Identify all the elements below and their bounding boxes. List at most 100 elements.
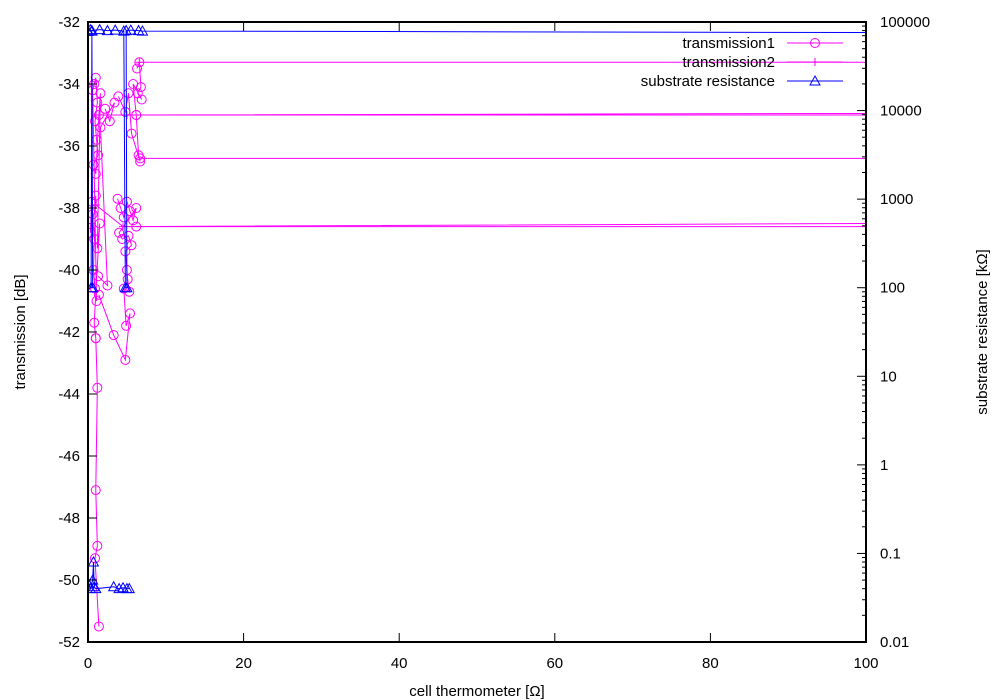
data-point (126, 128, 137, 139)
data-point (113, 91, 124, 102)
data-point (121, 320, 132, 331)
data-point (88, 23, 97, 35)
legend-item: transmission2 (682, 54, 843, 71)
data-point (128, 79, 139, 89)
legend-marker (810, 38, 820, 48)
data-point (135, 58, 144, 67)
data-point (107, 580, 120, 592)
data-point (118, 212, 129, 223)
data-point (88, 281, 99, 293)
y-axis-title: transmission [dB] (12, 274, 29, 389)
x-tick-label: 0 (84, 655, 92, 672)
data-point (132, 63, 143, 74)
data-point (91, 111, 100, 119)
legend: transmission1 transmission2 substrate resi… (641, 35, 843, 90)
y-tick-label: -52 (58, 634, 80, 651)
legend-marker (809, 74, 821, 86)
data-point (92, 540, 103, 551)
y2-tick-label: 10 (880, 368, 897, 385)
y2-tick-label: 0.01 (880, 634, 909, 651)
data-point (88, 25, 94, 37)
data-point (104, 116, 115, 127)
data-point (93, 621, 104, 632)
y2-axis-title: substrate resistance [kΩ] (974, 249, 991, 414)
data-point (120, 106, 131, 117)
data-point (128, 215, 139, 226)
y-tick-label: -40 (58, 262, 80, 279)
data-point (90, 333, 101, 344)
plot-marks (88, 23, 866, 632)
data-point (119, 222, 128, 231)
y-tick-label: -36 (58, 138, 80, 155)
data-point (100, 103, 111, 114)
data-point (135, 156, 146, 167)
series-substrate-resistance (88, 23, 866, 594)
data-point (136, 94, 147, 105)
y-tick-label: -44 (58, 386, 80, 403)
x-axis-title: cell thermometer [Ω] (409, 683, 544, 700)
axis-ticks: 0 20 40 60 80 100 -32 -34 -36 -38 -40 -42 -44 -46 -48 -… (58, 14, 930, 672)
y-tick-label: -32 (58, 14, 80, 31)
x-tick-label: 60 (546, 655, 563, 672)
y2-tick-label: 10000 (880, 103, 922, 120)
data-point (88, 219, 96, 228)
data-point (109, 24, 122, 35)
series-line (97, 102, 115, 287)
data-point (113, 582, 125, 594)
data-point (125, 206, 136, 217)
data-point (121, 281, 133, 293)
y2-tick-label: 100 (880, 280, 905, 297)
legend-label: transmission2 (682, 54, 775, 71)
data-point (124, 24, 137, 35)
series-transmission2 (88, 58, 866, 231)
x-tick-label: 100 (853, 655, 878, 672)
y-tick-label: -34 (58, 76, 80, 93)
data-point (114, 227, 125, 238)
y2-tick-label: 100000 (880, 14, 930, 31)
data-point (89, 317, 100, 328)
y-tick-label: -48 (58, 510, 80, 527)
x-tick-label: 20 (235, 655, 252, 672)
data-point (90, 553, 101, 564)
data-point (95, 88, 106, 99)
data-point (92, 97, 103, 108)
series-line (91, 204, 866, 228)
series-transmission1 (88, 57, 866, 632)
y2-tick-label: 0.1 (880, 545, 901, 562)
data-point (92, 382, 103, 393)
data-point (89, 234, 100, 244)
data-point (90, 485, 101, 496)
data-point (93, 23, 106, 35)
data-point (136, 25, 149, 36)
data-point (89, 582, 102, 594)
y-tick-label: -50 (58, 572, 80, 589)
data-point (93, 271, 104, 282)
data-point (93, 289, 104, 300)
data-point (93, 150, 104, 161)
data-point (123, 582, 136, 594)
data-point (117, 581, 129, 593)
data-point (120, 354, 131, 365)
x-tick-label: 80 (702, 655, 719, 672)
data-point (125, 308, 136, 319)
data-point (88, 555, 100, 567)
x-tick-label: 40 (391, 655, 408, 672)
data-point (108, 330, 119, 341)
data-point (112, 193, 123, 204)
legend-marker (811, 58, 819, 66)
data-point (88, 24, 98, 36)
data-point (123, 230, 134, 241)
data-point (102, 280, 113, 291)
legend-item: substrate resistance (641, 73, 843, 90)
y2-tick-label: 1 (880, 457, 888, 474)
y-tick-label: -46 (58, 448, 80, 465)
legend-label: substrate resistance (641, 73, 775, 90)
y-tick-label: -42 (58, 324, 80, 341)
y2-tick-label: 1000 (880, 191, 913, 208)
legend-label: transmission1 (682, 35, 775, 52)
y-tick-label: -38 (58, 200, 80, 217)
data-point (95, 122, 106, 133)
data-point (131, 203, 142, 213)
legend-item: transmission1 (682, 35, 843, 52)
